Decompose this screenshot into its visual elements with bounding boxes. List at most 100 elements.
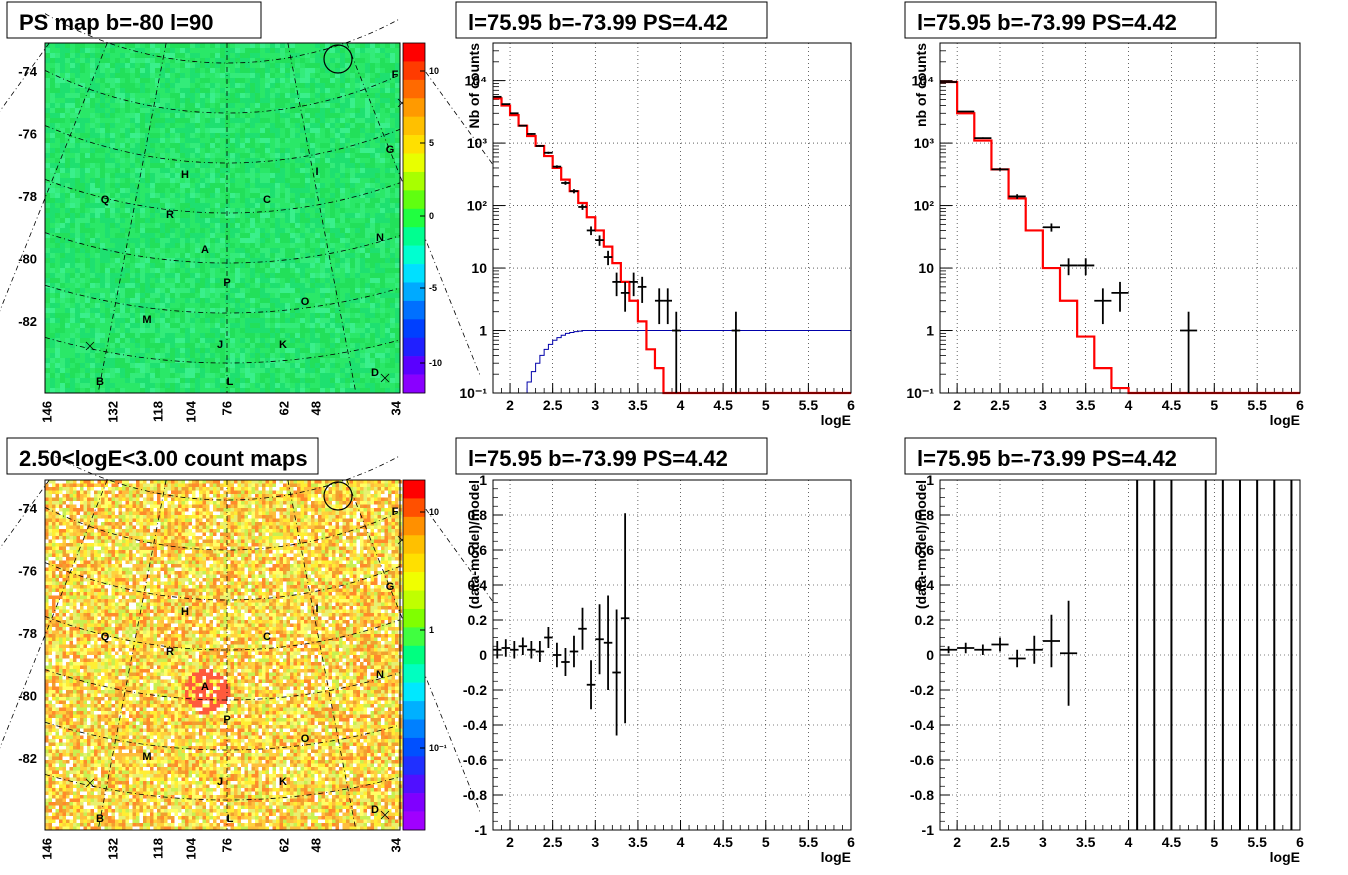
map-pixel [310, 98, 316, 104]
map-pixel [105, 68, 111, 74]
map-pixel [300, 223, 306, 229]
map-pixel [265, 233, 271, 239]
map-pixel [115, 238, 121, 244]
map-pixel [325, 188, 331, 194]
map-pixel [295, 173, 301, 179]
map-pixel [340, 138, 346, 144]
map-pixel [190, 98, 196, 104]
map-pixel [80, 288, 86, 294]
map-pixel [230, 63, 236, 69]
map-pixel [155, 223, 161, 229]
map-pixel [165, 133, 171, 139]
map-pixel [190, 308, 196, 314]
map-pixel [115, 183, 121, 189]
map-pixel [140, 133, 146, 139]
map-pixel [310, 368, 316, 374]
map-pixel [280, 58, 286, 64]
map-pixel [335, 163, 341, 169]
map-pixel [45, 228, 51, 234]
map-pixel [250, 93, 256, 99]
map-pixel [265, 143, 271, 149]
map-pixel [85, 363, 91, 369]
map-pixel [80, 218, 86, 224]
map-pixel [205, 263, 211, 269]
map-pixel [65, 58, 71, 64]
map-pixel [365, 308, 371, 314]
map-pixel [135, 163, 141, 169]
map-pixel [45, 138, 51, 144]
map-pixel [225, 353, 231, 359]
map-pixel [140, 293, 146, 299]
map-pixel [215, 348, 221, 354]
map-pixel [300, 128, 306, 134]
map-pixel [270, 323, 276, 329]
map-pixel [55, 203, 61, 209]
map-pixel [155, 353, 161, 359]
map-pixel [320, 208, 326, 214]
map-pixel [190, 168, 196, 174]
map-pixel [200, 373, 206, 379]
map-pixel [120, 173, 126, 179]
map-pixel [310, 223, 316, 229]
map-pixel [105, 223, 111, 229]
map-pixel [205, 288, 211, 294]
map-pixel [320, 248, 326, 254]
map-pixel [125, 243, 131, 249]
map-pixel [195, 78, 201, 84]
map-pixel [340, 363, 346, 369]
map-pixel [70, 378, 76, 384]
map-pixel [315, 358, 321, 364]
map-pixel [75, 83, 81, 89]
map-pixel [75, 43, 81, 49]
map-pixel [390, 228, 396, 234]
map-pixel [275, 88, 281, 94]
map-pixel [305, 258, 311, 264]
map-pixel [215, 223, 221, 229]
map-pixel [75, 338, 81, 344]
map-pixel [300, 48, 306, 54]
map-pixel [175, 123, 181, 129]
map-pixel [305, 368, 311, 374]
map-pixel [210, 243, 216, 249]
map-pixel [255, 73, 261, 79]
map-pixel [170, 258, 176, 264]
map-pixel [190, 53, 196, 59]
map-pixel [360, 378, 366, 384]
map-pixel [315, 238, 321, 244]
map-pixel [60, 68, 66, 74]
map-pixel [330, 208, 336, 214]
map-pixel [165, 123, 171, 129]
map-pixel [185, 198, 191, 204]
map-pixel [150, 328, 156, 334]
map-pixel [175, 63, 181, 69]
map-pixel [265, 208, 271, 214]
map-pixel [345, 73, 351, 79]
map-pixel [65, 353, 71, 359]
map-pixel [250, 208, 256, 214]
map-pixel [315, 163, 321, 169]
map-pixel [150, 213, 156, 219]
map-pixel [50, 148, 56, 154]
map-pixel [110, 123, 116, 129]
map-pixel [350, 223, 356, 229]
map-pixel [370, 343, 376, 349]
map-pixel [105, 228, 111, 234]
map-pixel [230, 113, 236, 119]
map-pixel [335, 73, 341, 79]
map-pixel [100, 158, 106, 164]
map-pixel [225, 113, 231, 119]
map-pixel [340, 253, 346, 259]
map-pixel [90, 263, 96, 269]
map-pixel [110, 68, 116, 74]
map-pixel [190, 128, 196, 134]
map-pixel [110, 208, 116, 214]
map-pixel [45, 323, 51, 329]
map-pixel [225, 223, 231, 229]
map-pixel [390, 83, 396, 89]
map-pixel [320, 83, 326, 89]
map-pixel [130, 158, 136, 164]
map-pixel [220, 368, 226, 374]
map-pixel [150, 383, 156, 389]
map-pixel [50, 223, 56, 229]
map-pixel [120, 193, 126, 199]
